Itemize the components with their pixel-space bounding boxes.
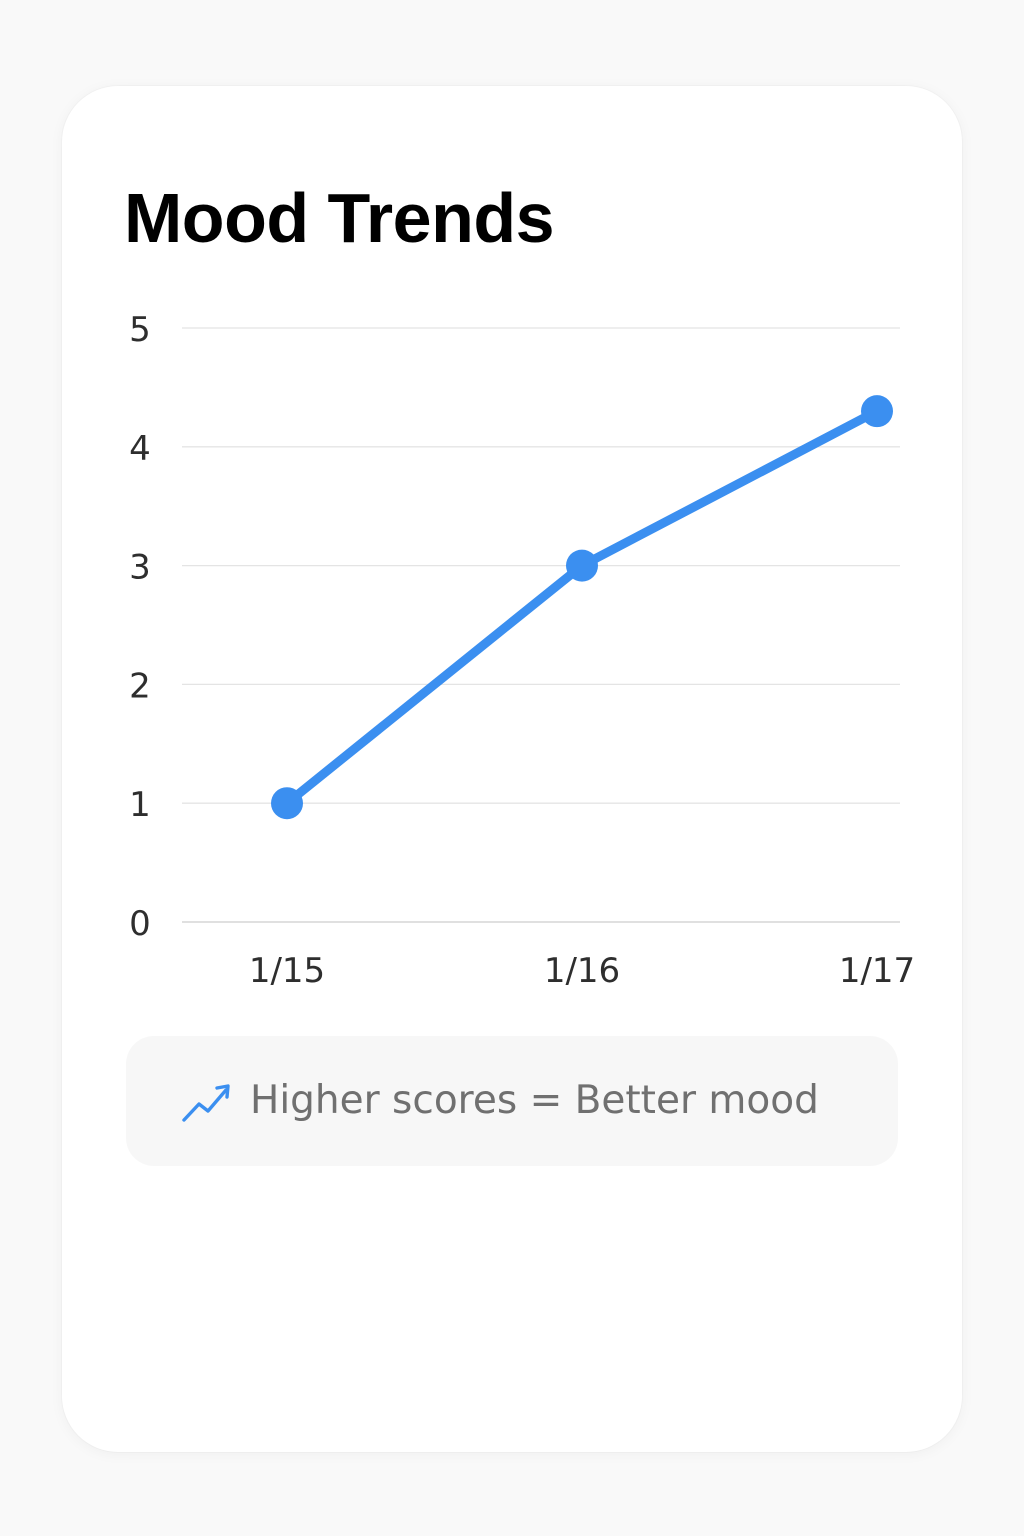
legend-note: Higher scores = Better mood — [126, 1036, 898, 1166]
mood-line-chart: 0 1 2 3 4 5 1/15 1/16 1/17 — [129, 310, 915, 991]
y-axis-ticks: 0 1 2 3 4 5 — [129, 310, 151, 944]
y-tick-label: 5 — [129, 310, 151, 350]
page-title: Mood Trends — [124, 179, 555, 257]
trend-up-icon — [182, 1084, 230, 1122]
y-tick-label: 4 — [129, 429, 151, 469]
y-tick-label: 2 — [129, 666, 151, 706]
series-line-layer — [282, 406, 882, 808]
y-tick-label: 1 — [129, 785, 151, 825]
chart-gridlines — [182, 327, 900, 923]
mood-trends-card: Mood Trends 0 1 2 3 4 5 1/15 1/16 1/17 Higher s… — [62, 86, 962, 1452]
y-tick-label: 0 — [129, 904, 151, 944]
series-line — [282, 406, 882, 808]
data-point[interactable] — [271, 787, 303, 820]
y-tick-label: 3 — [129, 548, 151, 588]
legend-text: Higher scores = Better mood — [250, 1078, 819, 1123]
series-points-layer — [271, 395, 893, 820]
x-tick-label: 1/15 — [249, 951, 325, 991]
data-point[interactable] — [566, 549, 598, 582]
x-axis-ticks: 1/15 1/16 1/17 — [249, 951, 915, 991]
data-point[interactable] — [861, 395, 893, 428]
x-tick-label: 1/16 — [544, 951, 620, 991]
x-tick-label: 1/17 — [839, 951, 915, 991]
